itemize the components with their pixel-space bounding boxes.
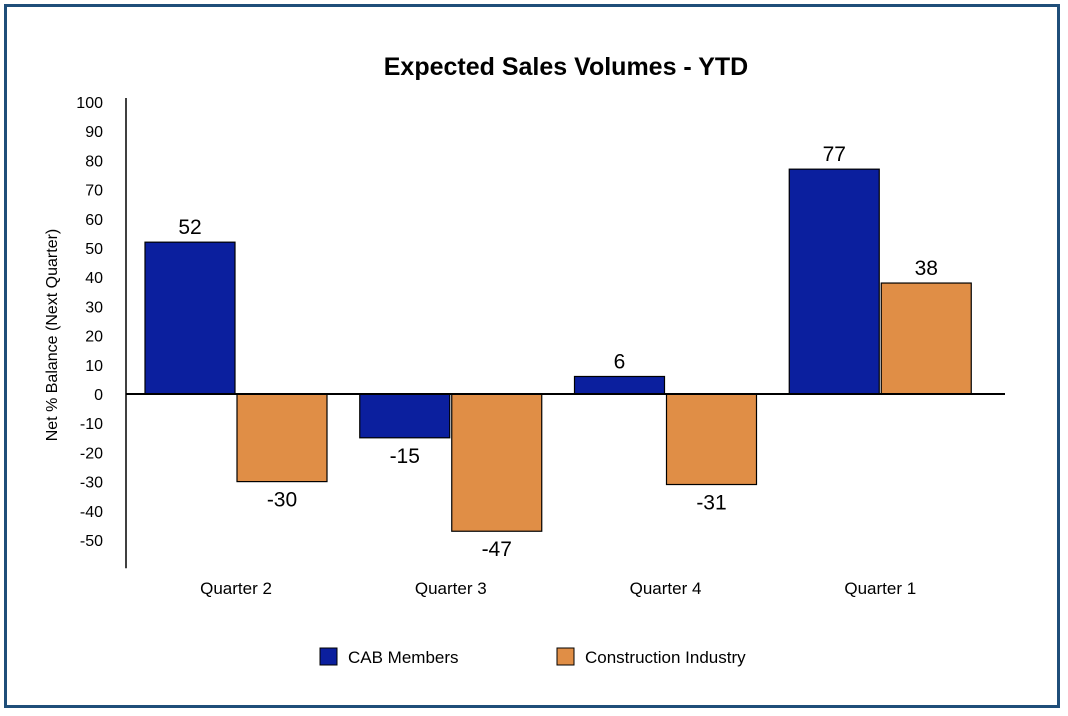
y-tick-label: -10 [80,416,103,433]
data-label: 38 [915,257,938,280]
y-tick-label: 90 [85,124,103,141]
legend-label: Construction Industry [585,648,746,667]
y-tick-label: 20 [85,329,103,346]
bar-cab-members [359,393,451,439]
x-axis-categories: Quarter 2 Quarter 3 Quarter 4 Quarter 1 [200,579,916,598]
y-tick-label: 70 [85,183,103,200]
data-labels: 52 -30 -15 -47 6 -31 77 38 [178,143,938,561]
category-label: Quarter 1 [844,579,916,598]
data-label: 77 [823,143,846,166]
y-axis-label: Net % Balance (Next Quarter) [44,229,61,442]
bar-cab-members [788,168,880,395]
chart-title: Expected Sales Volumes - YTD [384,53,749,81]
bar-construction-industry [880,282,972,395]
category-label: Quarter 2 [200,579,272,598]
y-tick-label: 50 [85,241,103,258]
data-label: -30 [267,489,297,512]
legend-label: CAB Members [348,648,459,667]
legend-swatch [556,647,575,666]
y-tick-label: 80 [85,153,103,170]
category-label: Quarter 3 [415,579,487,598]
bar-cab-members [144,241,236,395]
y-tick-label: 60 [85,212,103,229]
y-tick-label: 100 [76,95,103,112]
y-tick-label: 10 [85,358,103,375]
y-tick-label: -30 [80,475,103,492]
y-tick-label: -50 [80,533,103,550]
data-label: -31 [696,492,726,515]
bar-cab-members [573,375,666,395]
legend-swatch [319,647,338,666]
data-label: 6 [614,350,626,373]
bar-construction-industry [236,393,328,483]
category-label: Quarter 4 [630,579,702,598]
data-label: -15 [390,445,420,468]
bar-construction-industry [451,393,543,532]
legend: CAB Members Construction Industry [319,647,746,667]
data-label: -47 [482,538,512,561]
y-tick-label: -20 [80,445,103,462]
y-tick-label: 30 [85,299,103,316]
y-tick-label: -40 [80,504,103,521]
bar-construction-industry [665,393,758,486]
y-tick-label: 0 [94,387,103,404]
bars [144,168,972,532]
data-label: 52 [178,216,201,239]
y-tick-label: 40 [85,270,103,287]
